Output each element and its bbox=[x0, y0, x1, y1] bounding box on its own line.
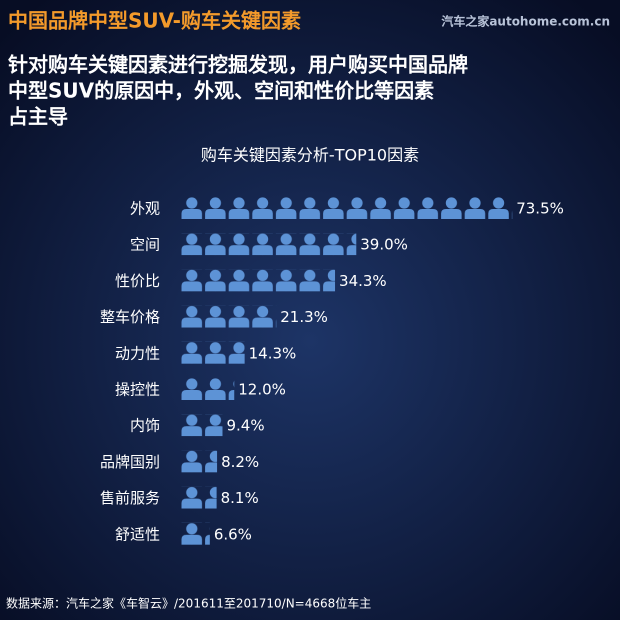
bar bbox=[180, 486, 217, 509]
value-label: 14.3% bbox=[249, 344, 297, 362]
value-label: 8.2% bbox=[221, 453, 259, 471]
title: 中国品牌中型SUV-购车关键因素 bbox=[8, 9, 301, 33]
subtitle-line: 占主导 bbox=[8, 105, 68, 129]
category-label: 动力性 bbox=[115, 344, 160, 362]
subtitle-line: 中型SUV的原因中，外观、空间和性价比等因素 bbox=[8, 79, 434, 103]
category-label: 性价比 bbox=[115, 272, 160, 290]
value-label: 73.5% bbox=[516, 200, 564, 218]
category-label: 内饰 bbox=[130, 417, 160, 435]
bar bbox=[180, 305, 277, 328]
source: 数据来源：汽车之家《车智云》/201611至201710/N=4668位车主 bbox=[6, 596, 371, 611]
value-label: 21.3% bbox=[280, 308, 328, 326]
category-label: 空间 bbox=[130, 236, 160, 254]
value-label: 9.4% bbox=[226, 417, 264, 435]
bar bbox=[180, 414, 223, 437]
bar bbox=[180, 233, 357, 256]
chart-title: 购车关键因素分析-TOP10因素 bbox=[201, 146, 419, 165]
bar bbox=[180, 269, 336, 292]
category-label: 整车价格 bbox=[100, 308, 160, 326]
bar bbox=[180, 197, 513, 219]
value-label: 39.0% bbox=[360, 236, 408, 254]
value-label: 34.3% bbox=[339, 272, 387, 290]
category-label: 品牌国别 bbox=[100, 453, 160, 471]
value-label: 12.0% bbox=[238, 381, 286, 399]
category-label: 操控性 bbox=[115, 381, 160, 399]
subtitle-line: 针对购车关键因素进行挖掘发现，用户购买中国品牌 bbox=[8, 53, 468, 77]
value-label: 8.1% bbox=[221, 489, 259, 507]
value-label: 6.6% bbox=[214, 525, 252, 543]
bar bbox=[180, 341, 245, 364]
bar bbox=[180, 522, 210, 545]
bar bbox=[180, 450, 218, 473]
watermark: 汽车之家autohome.com.cn bbox=[441, 14, 610, 29]
category-label: 售前服务 bbox=[100, 489, 160, 507]
category-label: 舒适性 bbox=[115, 525, 160, 543]
bar bbox=[180, 378, 235, 400]
category-label: 外观 bbox=[130, 200, 160, 218]
